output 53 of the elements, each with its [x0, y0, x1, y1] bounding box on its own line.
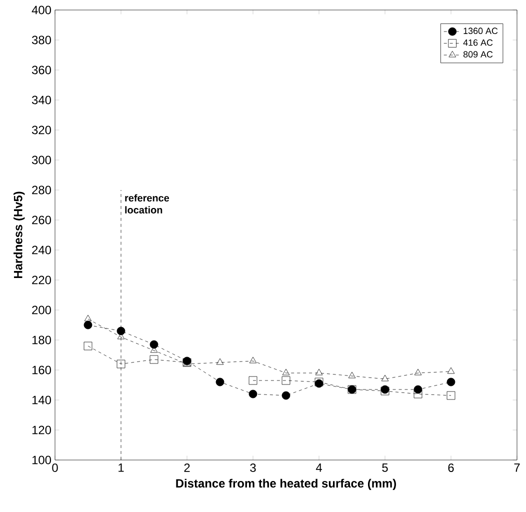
- point: [315, 368, 323, 376]
- point: [248, 376, 258, 385]
- x-axis-title: Distance from the heated surface (mm): [176, 478, 396, 490]
- point: [282, 391, 290, 400]
- ref-line-label: reference location: [125, 194, 170, 214]
- y-tick-label: 260: [32, 216, 52, 224]
- x-tick-label: 2: [184, 464, 190, 472]
- point: [150, 355, 158, 364]
- point: [116, 326, 126, 336]
- x-tick-label: 0: [52, 464, 58, 472]
- y-tick-label: 340: [32, 96, 52, 104]
- point: [84, 314, 92, 322]
- x-tick-label: 5: [382, 464, 388, 472]
- point: [249, 356, 257, 364]
- y-tick-label: 380: [32, 36, 52, 44]
- point: [447, 367, 455, 374]
- y-tick-label: 280: [32, 186, 52, 194]
- y-tick-label: 180: [32, 336, 52, 344]
- point: [414, 390, 422, 398]
- y-tick-label: 360: [32, 66, 52, 74]
- point: [446, 378, 456, 386]
- x-tick-label: 4: [316, 464, 322, 472]
- point: [84, 320, 92, 330]
- point: [150, 340, 158, 349]
- point: [381, 374, 389, 382]
- point: [282, 368, 290, 376]
- y-tick-label: 320: [32, 126, 52, 134]
- y-axis-title: Hardness (Hv5): [14, 192, 25, 278]
- legend-label: 1360 AC: [464, 28, 498, 34]
- point: [348, 372, 356, 378]
- y-tick-label: 100: [32, 456, 52, 464]
- y-tick-label: 200: [32, 306, 52, 314]
- point: [216, 378, 224, 386]
- point: [248, 390, 258, 398]
- point: [116, 360, 126, 368]
- point: [216, 358, 224, 365]
- y-tick-label: 220: [32, 276, 52, 284]
- point: [446, 391, 456, 400]
- point: [282, 376, 290, 385]
- legend-label: 416 AC: [463, 39, 493, 46]
- point: [84, 342, 92, 350]
- y-tick-label: 240: [32, 246, 52, 254]
- y-tick-label: 400: [32, 6, 52, 14]
- legend-label: 809 AC: [463, 51, 493, 58]
- x-tick-label: 3: [250, 464, 256, 472]
- x-tick-label: 6: [448, 464, 454, 472]
- point: [414, 368, 422, 376]
- x-tick-label: 1: [118, 464, 124, 472]
- y-tick-label: 140: [32, 396, 52, 404]
- y-tick-label: 300: [32, 156, 52, 164]
- x-tick-label: 7: [514, 464, 520, 472]
- y-tick-label: 160: [32, 366, 52, 374]
- y-tick-label: 120: [32, 426, 52, 434]
